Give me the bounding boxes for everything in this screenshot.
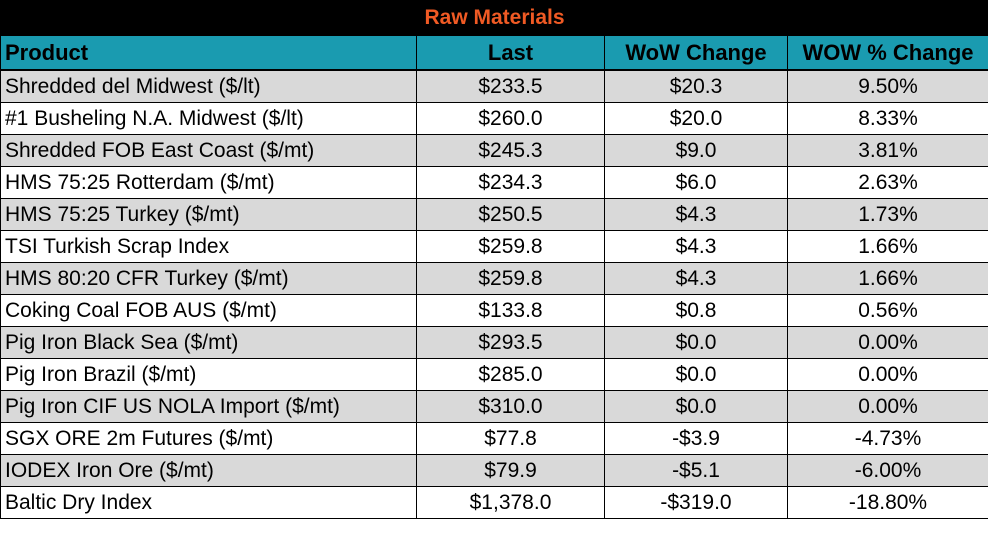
table-row: IODEX Iron Ore ($/mt) $79.9 -$5.1 -6.00% xyxy=(0,454,988,487)
wow-pct-change-cell: -6.00% xyxy=(787,454,988,487)
table-row: HMS 80:20 CFR Turkey ($/mt) $259.8 $4.3 1.6… xyxy=(0,262,988,295)
table-body: Shredded del Midwest ($/lt) $233.5 $20.3 9.… xyxy=(0,69,988,519)
table-row: Pig Iron Black Sea ($/mt) $293.5 $0.0 0.00% xyxy=(0,326,988,359)
wow-change-cell: $0.0 xyxy=(604,358,788,391)
product-cell: Shredded FOB East Coast ($/mt) xyxy=(0,134,417,167)
column-header-product: Product xyxy=(0,34,417,71)
wow-change-cell: $20.0 xyxy=(604,102,788,135)
last-cell: $245.3 xyxy=(416,134,605,167)
wow-change-cell: $9.0 xyxy=(604,134,788,167)
wow-pct-change-cell: 1.66% xyxy=(787,230,988,263)
table-row: Pig Iron CIF US NOLA Import ($/mt) $310.0… xyxy=(0,390,988,423)
title-row: Raw Materials xyxy=(0,0,988,36)
product-cell: Pig Iron Brazil ($/mt) xyxy=(0,358,417,391)
last-cell: $233.5 xyxy=(416,69,605,103)
wow-pct-change-cell: 1.73% xyxy=(787,198,988,231)
header-row: Product Last WoW Change WOW % Change xyxy=(0,34,988,71)
wow-pct-change-cell: 0.00% xyxy=(787,358,988,391)
wow-pct-change-cell: 0.00% xyxy=(787,390,988,423)
table-row: #1 Busheling N.A. Midwest ($/lt) $260.0 $2… xyxy=(0,102,988,135)
product-cell: SGX ORE 2m Futures ($/mt) xyxy=(0,422,417,455)
last-cell: $259.8 xyxy=(416,230,605,263)
wow-pct-change-cell: 2.63% xyxy=(787,166,988,199)
wow-pct-change-cell: 0.56% xyxy=(787,294,988,327)
table-row: Shredded del Midwest ($/lt) $233.5 $20.3 9.… xyxy=(0,69,988,103)
last-cell: $285.0 xyxy=(416,358,605,391)
last-cell: $293.5 xyxy=(416,326,605,359)
product-cell: Baltic Dry Index xyxy=(0,486,417,519)
wow-pct-change-cell: 8.33% xyxy=(787,102,988,135)
last-cell: $77.8 xyxy=(416,422,605,455)
column-header-last: Last xyxy=(416,34,605,71)
wow-change-cell: $4.3 xyxy=(604,198,788,231)
wow-pct-change-cell: -4.73% xyxy=(787,422,988,455)
table-row: Pig Iron Brazil ($/mt) $285.0 $0.0 0.00% xyxy=(0,358,988,391)
column-header-wow-change: WoW Change xyxy=(604,34,788,71)
product-cell: Shredded del Midwest ($/lt) xyxy=(0,69,417,103)
product-cell: Pig Iron CIF US NOLA Import ($/mt) xyxy=(0,390,417,423)
table-row: SGX ORE 2m Futures ($/mt) $77.8 -$3.9 -4.73… xyxy=(0,422,988,455)
last-cell: $259.8 xyxy=(416,262,605,295)
wow-pct-change-cell: -18.80% xyxy=(787,486,988,519)
table-title: Raw Materials xyxy=(0,0,988,36)
product-cell: Pig Iron Black Sea ($/mt) xyxy=(0,326,417,359)
wow-change-cell: $0.0 xyxy=(604,390,788,423)
wow-change-cell: $4.3 xyxy=(604,262,788,295)
wow-change-cell: $0.0 xyxy=(604,326,788,359)
table-row: TSI Turkish Scrap Index $259.8 $4.3 1.66% xyxy=(0,230,988,263)
last-cell: $260.0 xyxy=(416,102,605,135)
last-cell: $234.3 xyxy=(416,166,605,199)
last-cell: $79.9 xyxy=(416,454,605,487)
product-cell: TSI Turkish Scrap Index xyxy=(0,230,417,263)
wow-change-cell: $6.0 xyxy=(604,166,788,199)
table-row: Coking Coal FOB AUS ($/mt) $133.8 $0.8 0.56… xyxy=(0,294,988,327)
wow-change-cell: $20.3 xyxy=(604,69,788,103)
table-row: HMS 75:25 Rotterdam ($/mt) $234.3 $6.0 2.63… xyxy=(0,166,988,199)
product-cell: HMS 75:25 Rotterdam ($/mt) xyxy=(0,166,417,199)
column-header-wow-pct-change: WOW % Change xyxy=(787,34,988,71)
table-row: Shredded FOB East Coast ($/mt) $245.3 $9.0… xyxy=(0,134,988,167)
wow-change-cell: $0.8 xyxy=(604,294,788,327)
wow-pct-change-cell: 0.00% xyxy=(787,326,988,359)
wow-change-cell: -$3.9 xyxy=(604,422,788,455)
product-cell: IODEX Iron Ore ($/mt) xyxy=(0,454,417,487)
product-cell: Coking Coal FOB AUS ($/mt) xyxy=(0,294,417,327)
raw-materials-table: Raw Materials Product Last WoW Change WO… xyxy=(0,0,988,519)
product-cell: HMS 75:25 Turkey ($/mt) xyxy=(0,198,417,231)
product-cell: #1 Busheling N.A. Midwest ($/lt) xyxy=(0,102,417,135)
last-cell: $1,378.0 xyxy=(416,486,605,519)
wow-pct-change-cell: 9.50% xyxy=(787,69,988,103)
table-row: Baltic Dry Index $1,378.0 -$319.0 -18.80% xyxy=(0,486,988,519)
product-cell: HMS 80:20 CFR Turkey ($/mt) xyxy=(0,262,417,295)
last-cell: $133.8 xyxy=(416,294,605,327)
last-cell: $250.5 xyxy=(416,198,605,231)
wow-change-cell: -$319.0 xyxy=(604,486,788,519)
wow-pct-change-cell: 1.66% xyxy=(787,262,988,295)
wow-change-cell: -$5.1 xyxy=(604,454,788,487)
table-row: HMS 75:25 Turkey ($/mt) $250.5 $4.3 1.73% xyxy=(0,198,988,231)
wow-change-cell: $4.3 xyxy=(604,230,788,263)
wow-pct-change-cell: 3.81% xyxy=(787,134,988,167)
last-cell: $310.0 xyxy=(416,390,605,423)
